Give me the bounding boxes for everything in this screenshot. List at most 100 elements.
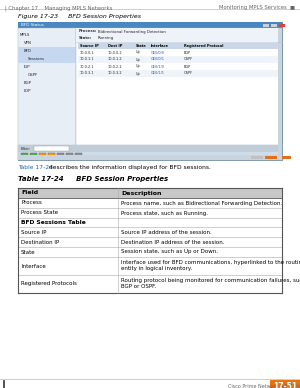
- Bar: [66, 153, 73, 158]
- Text: Sessions: Sessions: [28, 57, 45, 61]
- Text: Monitoring MPLS Services  ■: Monitoring MPLS Services ■: [219, 5, 295, 10]
- Text: Process:: Process:: [79, 29, 98, 33]
- Text: Session state, such as Up or Down.: Session state, such as Up or Down.: [121, 249, 218, 255]
- Text: BGP: BGP: [184, 64, 191, 69]
- Bar: [75, 153, 82, 158]
- Bar: [76, 28, 282, 42]
- Bar: [279, 156, 291, 159]
- Text: 10.0.1.2: 10.0.1.2: [108, 57, 123, 62]
- Bar: [30, 153, 37, 158]
- Text: VPN: VPN: [24, 40, 32, 45]
- Text: BFD Status: BFD Status: [21, 23, 44, 27]
- Bar: [18, 247, 282, 257]
- Text: Figure 17-23     BFD Session Properties: Figure 17-23 BFD Session Properties: [18, 14, 141, 19]
- Bar: [78, 70, 280, 77]
- Bar: [18, 145, 282, 152]
- Text: describes the information displayed for BFD sessions.: describes the information displayed for …: [47, 165, 211, 170]
- Text: Registered Protocols: Registered Protocols: [21, 282, 77, 286]
- Text: Table 17-24: Table 17-24: [18, 165, 53, 170]
- Text: Interface: Interface: [151, 44, 169, 48]
- Text: BGP: BGP: [24, 80, 32, 85]
- Bar: [18, 145, 282, 160]
- Text: LDP: LDP: [24, 88, 32, 92]
- Text: OSPF: OSPF: [184, 57, 193, 62]
- Bar: [278, 28, 282, 160]
- Text: GE0/1/1: GE0/1/1: [151, 71, 165, 76]
- Text: State: State: [21, 249, 36, 255]
- Text: GE0/0/0: GE0/0/0: [151, 50, 165, 54]
- Bar: [57, 153, 64, 158]
- Bar: [18, 22, 282, 160]
- Text: GE0/0/1: GE0/0/1: [151, 57, 165, 62]
- Text: Table 17-24     BFD Session Properties: Table 17-24 BFD Session Properties: [18, 176, 168, 182]
- Text: Source IP: Source IP: [21, 229, 46, 234]
- Bar: [18, 208, 282, 218]
- Text: 10.0.3.2: 10.0.3.2: [108, 71, 123, 76]
- Text: OSPF: OSPF: [28, 73, 38, 76]
- Bar: [271, 24, 277, 27]
- Text: Interface: Interface: [21, 263, 46, 268]
- Text: Bidirectional Forwarding Detection: Bidirectional Forwarding Detection: [98, 29, 166, 33]
- Text: Cisco Prime Network 4.3.2 User Guide: Cisco Prime Network 4.3.2 User Guide: [228, 383, 300, 388]
- Text: 10.0.1.1: 10.0.1.1: [80, 57, 94, 62]
- Bar: [78, 49, 280, 56]
- Text: entity in logical inventory.: entity in logical inventory.: [121, 266, 192, 271]
- Text: 17-51: 17-51: [273, 382, 297, 388]
- Bar: [18, 257, 282, 275]
- Text: 10.0.2.1: 10.0.2.1: [80, 64, 94, 69]
- Text: MPLS: MPLS: [20, 33, 30, 36]
- Text: Source IP: Source IP: [80, 44, 99, 48]
- Text: State:: State:: [79, 36, 92, 40]
- Text: Description: Description: [121, 191, 161, 196]
- Bar: [18, 275, 282, 293]
- Text: BFD Sessions Table: BFD Sessions Table: [21, 220, 86, 225]
- Bar: [18, 22, 282, 28]
- Bar: [18, 237, 282, 247]
- Bar: [34, 146, 69, 151]
- Text: GE0/1/0: GE0/1/0: [151, 64, 165, 69]
- Text: Source IP address of the session.: Source IP address of the session.: [121, 229, 212, 234]
- Bar: [21, 153, 28, 158]
- Bar: [279, 24, 285, 27]
- Text: IGP: IGP: [24, 64, 31, 69]
- Text: Process State: Process State: [21, 211, 58, 215]
- Text: 10.0.0.2: 10.0.0.2: [108, 50, 123, 54]
- Text: BFD: BFD: [24, 48, 32, 52]
- Text: Up: Up: [136, 71, 141, 76]
- Bar: [78, 63, 280, 70]
- Text: OSPF: OSPF: [184, 71, 193, 76]
- Bar: [18, 55, 76, 62]
- Text: Process name, such as Bidirectional Forwarding Detection.: Process name, such as Bidirectional Forw…: [121, 201, 282, 206]
- Bar: [270, 380, 300, 388]
- Bar: [18, 218, 282, 227]
- Text: BGP: BGP: [184, 50, 191, 54]
- Text: 10.0.3.1: 10.0.3.1: [80, 71, 94, 76]
- Bar: [18, 155, 282, 160]
- Text: Dest IP: Dest IP: [108, 44, 122, 48]
- Bar: [39, 153, 46, 158]
- Text: 10.0.0.1: 10.0.0.1: [80, 50, 94, 54]
- Text: Routing protocol being monitored for communication failures, such as: Routing protocol being monitored for com…: [121, 278, 300, 283]
- Text: Up: Up: [136, 64, 141, 69]
- Text: Destination IP address of the session.: Destination IP address of the session.: [121, 239, 224, 244]
- Bar: [18, 47, 76, 54]
- Text: Running: Running: [98, 36, 114, 40]
- Bar: [251, 156, 263, 159]
- Text: Process: Process: [21, 201, 42, 206]
- Text: Interface used for BFD communications, hyperlinked to the routing: Interface used for BFD communications, h…: [121, 260, 300, 265]
- Bar: [263, 24, 269, 27]
- Text: Up: Up: [136, 57, 141, 62]
- Text: Field: Field: [21, 191, 38, 196]
- Text: BGP or OSPF.: BGP or OSPF.: [121, 284, 156, 289]
- Bar: [76, 28, 282, 160]
- Text: Up: Up: [136, 50, 141, 54]
- Bar: [78, 56, 280, 63]
- Bar: [18, 188, 282, 198]
- Text: Registered Protocol: Registered Protocol: [184, 44, 224, 48]
- Bar: [18, 198, 282, 208]
- Bar: [18, 28, 76, 160]
- Bar: [18, 227, 282, 237]
- Text: Process state, such as Running.: Process state, such as Running.: [121, 211, 208, 215]
- Text: Filter:: Filter:: [21, 147, 31, 151]
- Bar: [48, 153, 55, 158]
